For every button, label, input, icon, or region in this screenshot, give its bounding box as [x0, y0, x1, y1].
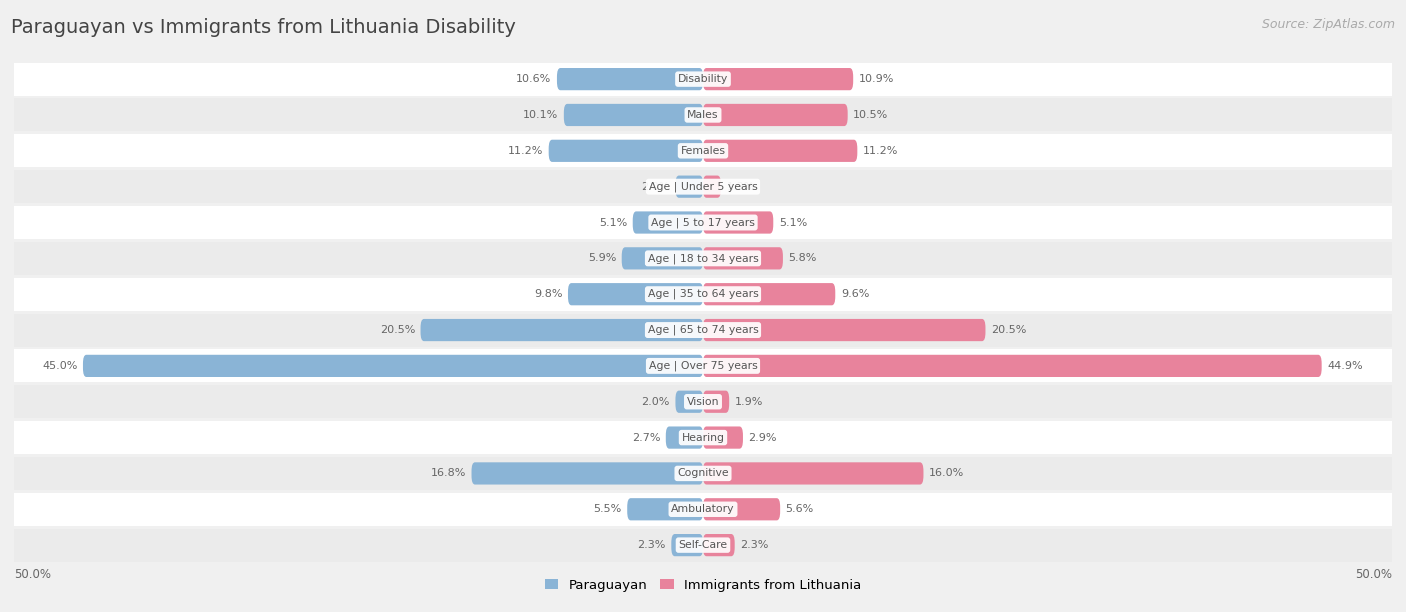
FancyBboxPatch shape [703, 534, 735, 556]
FancyBboxPatch shape [14, 62, 1392, 95]
Text: Source: ZipAtlas.com: Source: ZipAtlas.com [1261, 18, 1395, 31]
FancyBboxPatch shape [675, 176, 703, 198]
Text: 9.8%: 9.8% [534, 289, 562, 299]
Text: Age | Over 75 years: Age | Over 75 years [648, 360, 758, 371]
FancyBboxPatch shape [675, 390, 703, 413]
FancyBboxPatch shape [14, 242, 1392, 275]
Text: Ambulatory: Ambulatory [671, 504, 735, 514]
FancyBboxPatch shape [703, 140, 858, 162]
Text: 2.0%: 2.0% [641, 182, 669, 192]
Text: 2.9%: 2.9% [748, 433, 778, 442]
Text: 5.6%: 5.6% [786, 504, 814, 514]
Text: 50.0%: 50.0% [14, 569, 51, 581]
Text: 44.9%: 44.9% [1327, 361, 1362, 371]
Text: 5.8%: 5.8% [789, 253, 817, 263]
Text: 2.7%: 2.7% [631, 433, 661, 442]
Text: Age | Under 5 years: Age | Under 5 years [648, 181, 758, 192]
FancyBboxPatch shape [14, 529, 1392, 562]
FancyBboxPatch shape [14, 206, 1392, 239]
FancyBboxPatch shape [703, 390, 730, 413]
FancyBboxPatch shape [671, 534, 703, 556]
Text: Age | 65 to 74 years: Age | 65 to 74 years [648, 325, 758, 335]
Text: Age | 5 to 17 years: Age | 5 to 17 years [651, 217, 755, 228]
Text: Cognitive: Cognitive [678, 468, 728, 479]
Text: Age | 35 to 64 years: Age | 35 to 64 years [648, 289, 758, 299]
Text: 10.1%: 10.1% [523, 110, 558, 120]
Text: 16.0%: 16.0% [929, 468, 965, 479]
Text: Hearing: Hearing [682, 433, 724, 442]
FancyBboxPatch shape [14, 313, 1392, 346]
FancyBboxPatch shape [666, 427, 703, 449]
FancyBboxPatch shape [703, 427, 742, 449]
Text: Paraguayan vs Immigrants from Lithuania Disability: Paraguayan vs Immigrants from Lithuania … [11, 18, 516, 37]
FancyBboxPatch shape [568, 283, 703, 305]
FancyBboxPatch shape [557, 68, 703, 90]
Text: Males: Males [688, 110, 718, 120]
FancyBboxPatch shape [703, 462, 924, 485]
FancyBboxPatch shape [14, 421, 1392, 454]
FancyBboxPatch shape [703, 247, 783, 269]
Text: 50.0%: 50.0% [1355, 569, 1392, 581]
FancyBboxPatch shape [703, 211, 773, 234]
FancyBboxPatch shape [703, 498, 780, 520]
Text: 2.3%: 2.3% [637, 540, 666, 550]
Legend: Paraguayan, Immigrants from Lithuania: Paraguayan, Immigrants from Lithuania [544, 578, 862, 592]
Text: 2.0%: 2.0% [641, 397, 669, 407]
FancyBboxPatch shape [14, 385, 1392, 418]
FancyBboxPatch shape [548, 140, 703, 162]
Text: Age | 18 to 34 years: Age | 18 to 34 years [648, 253, 758, 264]
FancyBboxPatch shape [471, 462, 703, 485]
Text: 5.1%: 5.1% [599, 217, 627, 228]
Text: 11.2%: 11.2% [508, 146, 543, 156]
Text: 45.0%: 45.0% [42, 361, 77, 371]
FancyBboxPatch shape [627, 498, 703, 520]
FancyBboxPatch shape [621, 247, 703, 269]
FancyBboxPatch shape [420, 319, 703, 341]
FancyBboxPatch shape [14, 99, 1392, 132]
Text: 10.6%: 10.6% [516, 74, 551, 84]
FancyBboxPatch shape [14, 349, 1392, 382]
FancyBboxPatch shape [14, 457, 1392, 490]
Text: Disability: Disability [678, 74, 728, 84]
FancyBboxPatch shape [14, 170, 1392, 203]
Text: 11.2%: 11.2% [863, 146, 898, 156]
FancyBboxPatch shape [703, 319, 986, 341]
FancyBboxPatch shape [703, 104, 848, 126]
FancyBboxPatch shape [564, 104, 703, 126]
Text: Self-Care: Self-Care [679, 540, 727, 550]
Text: 10.9%: 10.9% [859, 74, 894, 84]
FancyBboxPatch shape [14, 134, 1392, 167]
FancyBboxPatch shape [633, 211, 703, 234]
FancyBboxPatch shape [14, 278, 1392, 311]
FancyBboxPatch shape [83, 355, 703, 377]
Text: 16.8%: 16.8% [430, 468, 465, 479]
Text: 5.9%: 5.9% [588, 253, 616, 263]
FancyBboxPatch shape [14, 493, 1392, 526]
Text: 20.5%: 20.5% [380, 325, 415, 335]
Text: 1.9%: 1.9% [735, 397, 763, 407]
Text: 10.5%: 10.5% [853, 110, 889, 120]
Text: 1.3%: 1.3% [727, 182, 755, 192]
FancyBboxPatch shape [703, 68, 853, 90]
Text: Vision: Vision [686, 397, 720, 407]
Text: 2.3%: 2.3% [740, 540, 769, 550]
FancyBboxPatch shape [703, 355, 1322, 377]
Text: 20.5%: 20.5% [991, 325, 1026, 335]
Text: 9.6%: 9.6% [841, 289, 869, 299]
Text: 5.1%: 5.1% [779, 217, 807, 228]
FancyBboxPatch shape [703, 283, 835, 305]
FancyBboxPatch shape [703, 176, 721, 198]
Text: Females: Females [681, 146, 725, 156]
Text: 5.5%: 5.5% [593, 504, 621, 514]
